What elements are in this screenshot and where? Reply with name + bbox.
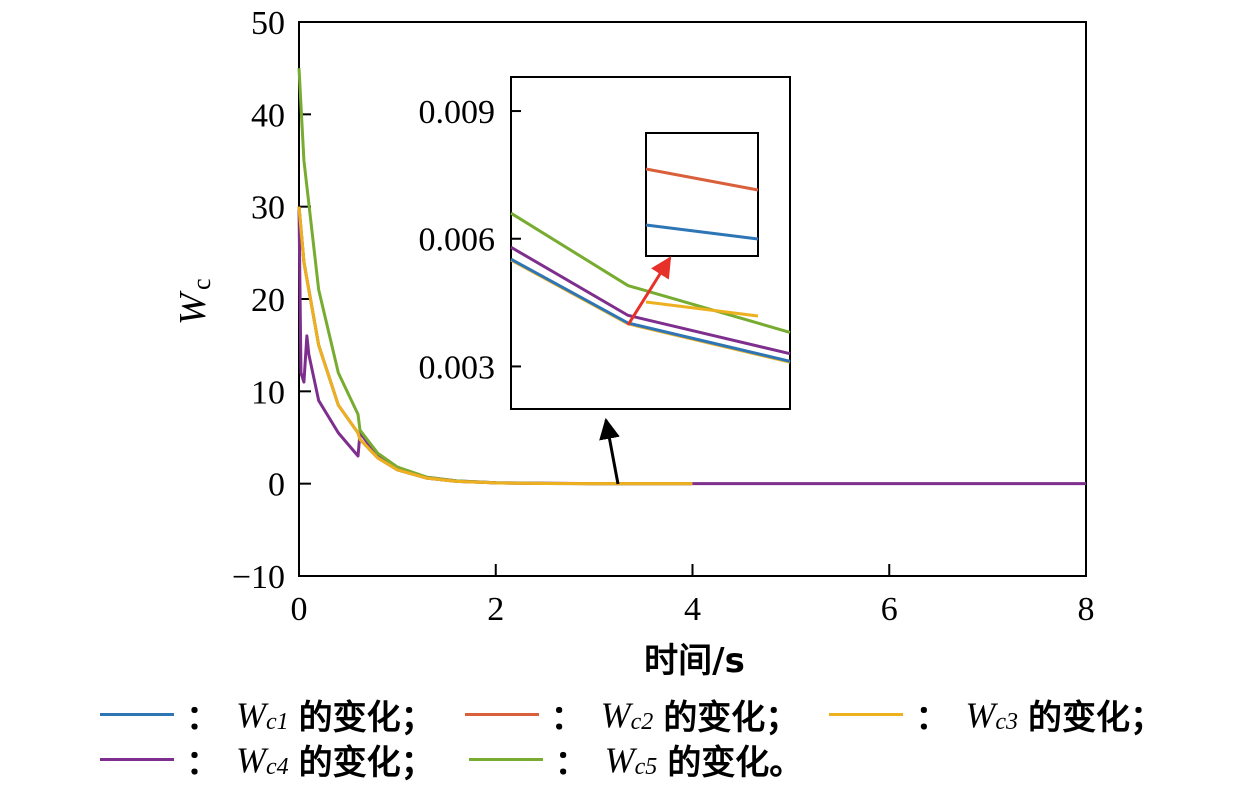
legend-colon: ： [915, 698, 950, 738]
series-lines [297, 68, 1086, 486]
inset-series-line [510, 245, 791, 356]
legend-text: 的变化； [298, 698, 435, 738]
legend-symbol: W [600, 694, 631, 735]
legend-colon: ： [186, 698, 220, 738]
legend-text: 的变化。 [667, 743, 804, 783]
x-tick-label: 8 [1078, 591, 1095, 628]
legend-symbol: W [236, 739, 266, 780]
y-tick-label: 20 [251, 282, 285, 319]
legend-swatch [468, 758, 543, 761]
x-axis-label: 时间/s [644, 641, 745, 681]
legend-text: 的变化； [1027, 698, 1164, 738]
y-axis-label: W c [172, 278, 216, 325]
legend-subscript: c1 [266, 709, 289, 735]
legend-symbol: W [604, 739, 635, 780]
legend-swatch [464, 713, 539, 716]
zoom-arrow-red [626, 256, 672, 326]
legend-swatch [100, 713, 174, 716]
zoom-series-line [645, 167, 759, 192]
x-tick-label: 6 [881, 591, 898, 628]
legend-subscript: c5 [634, 754, 658, 780]
inset-series-line [510, 211, 791, 334]
x-tick-label: 4 [684, 591, 701, 628]
x-tick-label: 0 [291, 591, 308, 628]
y-tick-label: 30 [251, 190, 285, 227]
inset-y-tick-label: 0.009 [419, 94, 496, 131]
zoom-series-line [645, 223, 759, 241]
legend-colon: ： [186, 743, 220, 783]
inset-zoom-panel: 0.003 0.006 0.009 [419, 76, 791, 410]
legend-subscript: c3 [995, 709, 1018, 735]
y-axis-label-main: W [172, 290, 214, 325]
inset-y-tick-label: 0.006 [419, 222, 496, 259]
legend-colon: ： [554, 743, 589, 783]
legend-subscript: c2 [630, 709, 654, 735]
legend-text: 的变化； [298, 743, 435, 783]
y-tick-label: 10 [251, 374, 285, 411]
x-axis: 0 2 4 6 8 [291, 564, 1095, 628]
y-axis-label-subscript: c [187, 278, 216, 290]
legend-symbol: W [236, 694, 266, 735]
legend-symbol: W [965, 694, 996, 735]
legend-swatch [100, 758, 174, 761]
zoom-series-line [645, 300, 759, 318]
y-axis: −10 0 10 20 30 40 50 [232, 5, 311, 596]
y-tick-label: 0 [268, 467, 285, 504]
y-tick-label: 50 [251, 5, 285, 42]
legend-subscript: c4 [266, 754, 289, 780]
zoom-arrow-black [599, 417, 620, 485]
legend-colon: ： [550, 698, 585, 738]
y-tick-label: 40 [251, 97, 285, 134]
y-tick-label: −10 [232, 559, 285, 596]
x-tick-label: 2 [487, 591, 504, 628]
inset-y-tick-label: 0.003 [419, 349, 496, 386]
series-line-c3 [297, 206, 693, 486]
legend-text: 的变化； [663, 698, 800, 738]
zoom-arrows [599, 256, 672, 485]
legend-swatch [829, 713, 904, 716]
